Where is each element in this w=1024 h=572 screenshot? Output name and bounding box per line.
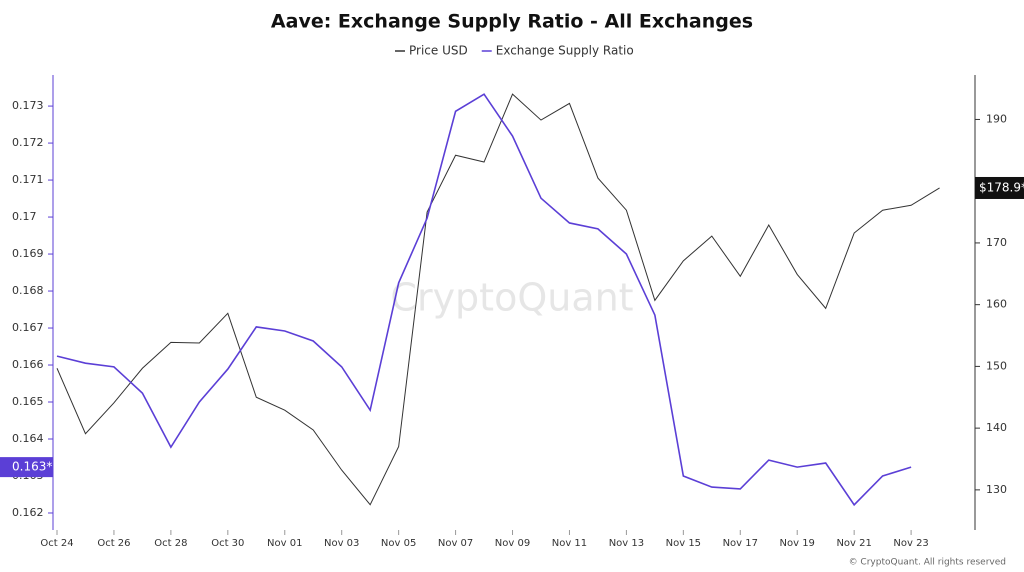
y-tick-label: 0.162 xyxy=(12,506,44,519)
chart-title: Aave: Exchange Supply Ratio - All Exchan… xyxy=(271,11,753,33)
y-tick-label: 0.169 xyxy=(12,247,44,260)
x-tick-label: Nov 03 xyxy=(324,538,359,549)
legend-label: Exchange Supply Ratio xyxy=(496,44,634,58)
x-tick-label: Oct 26 xyxy=(97,538,130,549)
y2-current-label: $178.9* xyxy=(979,180,1024,194)
y2-tick-label: 160 xyxy=(986,298,1007,311)
x-tick-label: Nov 17 xyxy=(723,538,758,549)
x-tick-label: Nov 15 xyxy=(666,538,701,549)
y-tick-label: 0.172 xyxy=(12,136,44,149)
x-tick-label: Oct 24 xyxy=(40,538,73,549)
series-line xyxy=(56,93,912,507)
footer: © CryptoQuant. All rights reserved xyxy=(849,558,1006,568)
y2-tick-label: 150 xyxy=(986,359,1007,372)
y-tick-label: 0.164 xyxy=(12,432,44,445)
y2-tick-label: 190 xyxy=(986,112,1007,125)
y-current-badge xyxy=(0,457,53,478)
y2-tick-label: 130 xyxy=(986,483,1007,496)
x-tick-label: Nov 13 xyxy=(609,538,644,549)
x-tick-label: Nov 01 xyxy=(267,538,302,549)
watermark: CryptoQuant xyxy=(390,276,633,320)
x-tick-label: Nov 21 xyxy=(836,538,871,549)
x-tick-label: Nov 23 xyxy=(893,538,928,549)
x-tick-label: Nov 05 xyxy=(381,538,416,549)
y-tick-label: 0.173 xyxy=(12,99,44,112)
y-tick-label: 0.167 xyxy=(12,321,44,334)
series-line xyxy=(56,93,940,506)
x-tick-label: Nov 11 xyxy=(552,538,587,549)
y2-current-badge xyxy=(975,176,1024,199)
y-tick-label: 0.171 xyxy=(12,173,44,186)
y-tick-label: 0.17 xyxy=(12,210,37,223)
x-tick-label: Oct 28 xyxy=(154,538,187,549)
x-tick-label: Nov 07 xyxy=(438,538,473,549)
y-tick-label: 0.165 xyxy=(12,395,44,408)
y2-tick-label: 170 xyxy=(986,236,1007,249)
x-tick-label: Nov 19 xyxy=(780,538,815,549)
y2-tick-label: 140 xyxy=(986,421,1007,434)
y-tick-label: 0.166 xyxy=(12,358,44,371)
y-current-label: 0.163* xyxy=(12,460,52,474)
legend-label: Price USD xyxy=(409,44,468,58)
y-tick-label: 0.168 xyxy=(12,284,44,297)
x-tick-label: Nov 09 xyxy=(495,538,530,549)
x-tick-label: Oct 30 xyxy=(211,538,244,549)
